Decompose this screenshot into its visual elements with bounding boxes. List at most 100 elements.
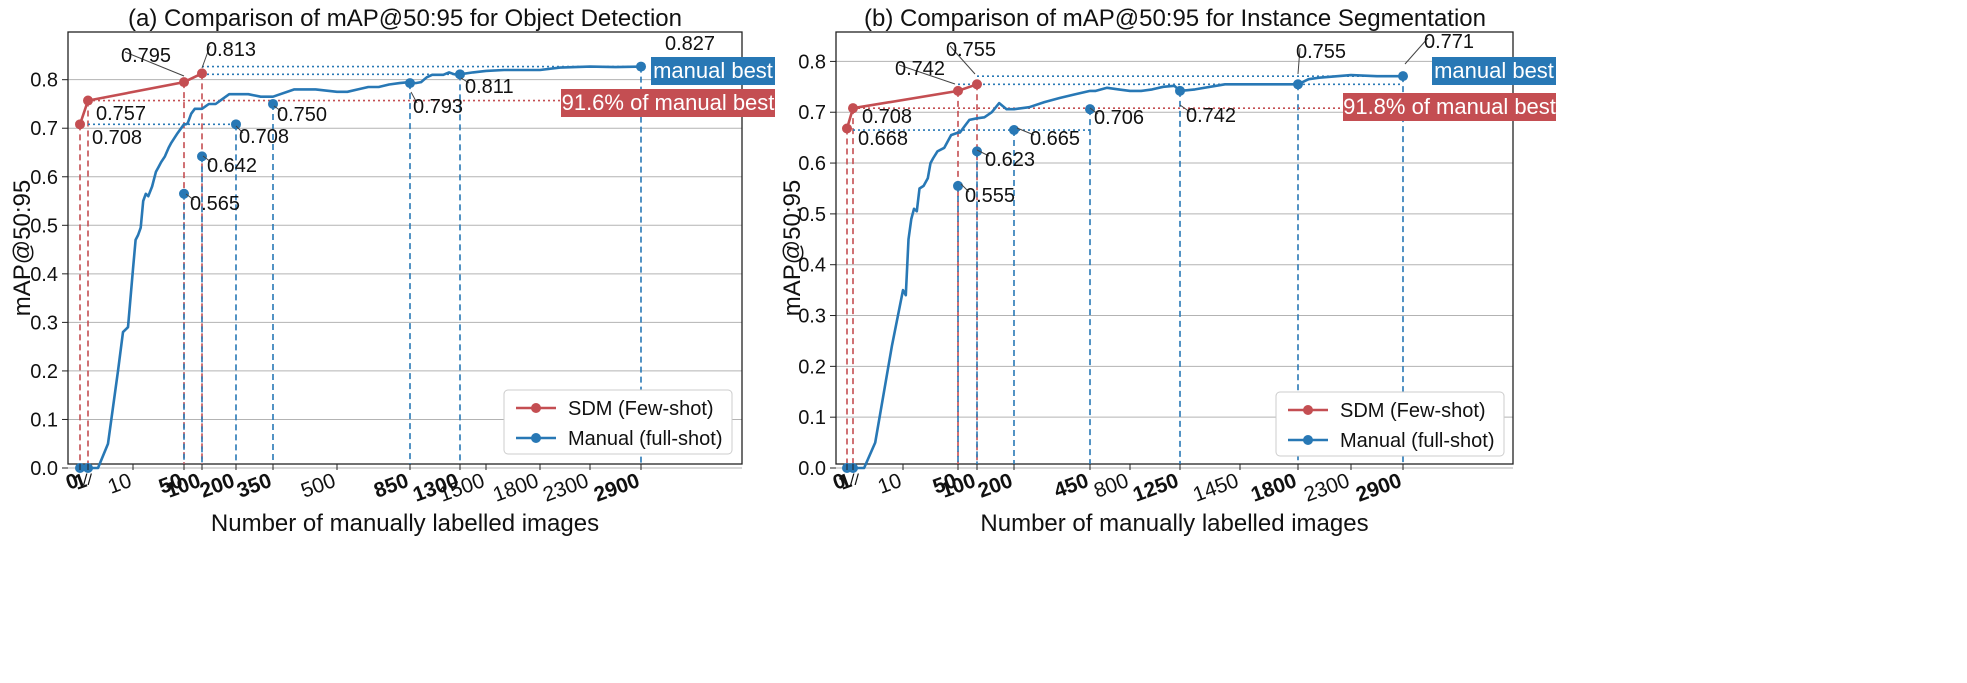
- sdm-point: [197, 68, 207, 79]
- legend-swatch-marker: [531, 433, 541, 443]
- y-tick-label: 0.0: [798, 458, 826, 480]
- chart-title: (a) Comparison of mAP@50:95 for Object D…: [128, 5, 682, 32]
- value-annotation: 0.755: [1296, 41, 1346, 63]
- x-axis-label: Number of manually labelled images: [980, 510, 1368, 537]
- value-annotation: 0.565: [190, 193, 240, 215]
- sdm-series-line: [845, 83, 978, 129]
- annotation-leader: [1089, 107, 1099, 115]
- value-annotation: 0.708: [92, 127, 142, 149]
- value-annotation: 0.750: [277, 104, 327, 126]
- sdm-point: [842, 123, 852, 134]
- manual-point: [1009, 125, 1019, 136]
- x-tick-label: 1800: [1248, 469, 1300, 507]
- y-tick-label: 0.7: [798, 102, 826, 124]
- annotation-leader: [1016, 127, 1035, 136]
- manual-best-label: manual best: [1434, 58, 1554, 83]
- manual-point: [1293, 79, 1303, 90]
- manual-best-label: manual best: [653, 58, 773, 83]
- legend-box: [503, 389, 733, 455]
- chart-panel-1: 0.00.10.20.30.40.50.60.70.8 0.7420.7550.7…: [779, 5, 1556, 537]
- manual-point: [231, 119, 241, 130]
- chart-title: (b) Comparison of mAP@50:95 for Instance…: [864, 5, 1486, 32]
- manual-series-line: [80, 65, 642, 470]
- manual-best-badge: [651, 57, 775, 85]
- value-annotation: 0.708: [239, 126, 289, 148]
- annotation-leader: [273, 105, 282, 112]
- annotation-leader: [898, 64, 956, 85]
- value-annotation: 0.795: [121, 45, 171, 67]
- legend-swatch-marker: [1303, 435, 1313, 445]
- value-annotation: 0.742: [895, 58, 945, 80]
- value-annotation: 0.706: [1094, 107, 1144, 129]
- value-annotation: 0.708: [862, 106, 912, 128]
- legend-swatch-marker: [1303, 405, 1313, 415]
- legend-label-manual: Manual (full-shot): [568, 428, 723, 450]
- x-tick-label: 450: [1051, 469, 1092, 503]
- x-tick-label: 1250: [1130, 469, 1182, 507]
- y-tick-label: 0.8: [798, 51, 826, 73]
- y-tick-label: 0.7: [30, 118, 58, 140]
- value-annotation: 0.757: [96, 103, 146, 125]
- sdm-series-line: [78, 72, 203, 125]
- legend-label-sdm: SDM (Few-shot): [568, 398, 714, 420]
- manual-point: [268, 98, 278, 109]
- x-tick-label: 1450: [1190, 469, 1242, 507]
- y-tick-label: 0.1: [798, 407, 826, 429]
- x-tick-label: 200: [975, 469, 1016, 503]
- annotation-leader: [185, 193, 195, 201]
- y-tick-label: 0.3: [30, 312, 58, 334]
- y-tick-label: 0.6: [30, 167, 58, 189]
- y-tick-label: 0.2: [798, 356, 826, 378]
- x-tick-label: 850: [371, 469, 412, 503]
- y-tick-label: 0.4: [798, 255, 826, 277]
- y-tick-label: 0.3: [798, 306, 826, 328]
- plot-frame: [67, 31, 743, 465]
- sdm-point: [75, 119, 85, 130]
- value-annotation: 0.665: [1030, 128, 1080, 150]
- annotation-leader: [949, 45, 976, 75]
- legend-swatch-marker: [531, 403, 541, 413]
- x-tick-label: 350: [234, 469, 275, 503]
- axis-break-icon: //: [83, 472, 92, 489]
- x-tick-label: 2300: [540, 469, 592, 507]
- sdm-point: [179, 77, 189, 88]
- x-tick-label: 2900: [1353, 469, 1405, 507]
- x-tick-label: 2300: [1301, 469, 1353, 507]
- value-annotation: 0.668: [858, 128, 908, 150]
- x-axis-label: Number of manually labelled images: [211, 510, 599, 537]
- y-axis-label: mAP@50:95: [779, 180, 806, 316]
- annotation-leader: [460, 77, 470, 84]
- value-annotation: 0.811: [465, 76, 514, 98]
- legend-label-sdm: SDM (Few-shot): [1340, 400, 1486, 422]
- y-tick-label: 0.5: [30, 215, 58, 237]
- annotation-leader: [1297, 47, 1301, 75]
- sdm-point: [953, 85, 963, 96]
- manual-point: [1175, 85, 1185, 96]
- value-annotation: 0.623: [985, 149, 1035, 171]
- value-annotation: 0.827: [665, 33, 715, 55]
- legend-label-manual: Manual (full-shot): [1340, 430, 1495, 452]
- manual-best-badge: [1432, 57, 1556, 85]
- legend: SDM (Few-shot) Manual (full-shot): [503, 389, 733, 455]
- value-annotation: 0.755: [946, 39, 996, 61]
- annotation-leader: [960, 183, 970, 193]
- axis-break-icon: //: [850, 472, 859, 489]
- percentage-badge: [1343, 93, 1556, 121]
- manual-point: [197, 151, 207, 162]
- annotation-leader: [201, 45, 211, 69]
- manual-point: [1398, 71, 1408, 82]
- manual-point: [405, 78, 415, 89]
- y-axis-label: mAP@50:95: [9, 180, 36, 316]
- x-tick-label: 10: [105, 469, 135, 499]
- manual-point: [953, 180, 963, 191]
- value-annotation: 0.642: [207, 155, 257, 177]
- value-annotation: 0.793: [413, 96, 463, 118]
- x-tick-label: 2900: [591, 469, 643, 507]
- y-tick-label: 0.5: [798, 204, 826, 226]
- annotation-leader: [235, 125, 244, 134]
- y-tick-label: 0.1: [30, 409, 58, 431]
- value-annotation: 0.771: [1424, 31, 1474, 53]
- y-tick-label: 0.0: [30, 458, 58, 480]
- annotation-leader: [202, 155, 212, 163]
- annotation-leader: [976, 149, 990, 157]
